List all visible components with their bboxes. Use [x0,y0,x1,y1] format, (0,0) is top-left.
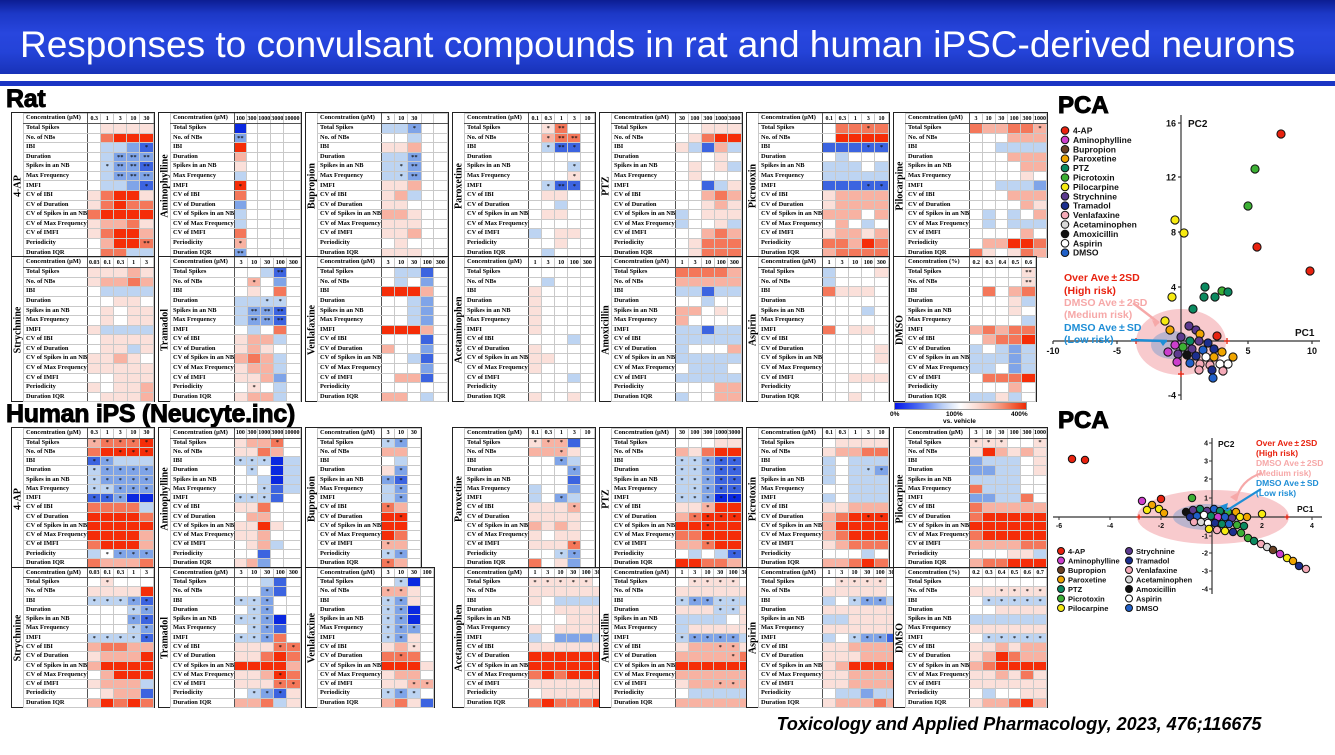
svg-text:(Low risk): (Low risk) [1256,488,1296,498]
svg-text:(Medium risk): (Medium risk) [1256,468,1311,478]
svg-text:Amoxicillin: Amoxicillin [1073,229,1118,239]
svg-text:PC1: PC1 [1297,504,1314,514]
svg-text:(High risk): (High risk) [1256,448,1298,458]
svg-text:-5: -5 [1113,346,1121,356]
svg-text:Bupropion: Bupropion [1073,144,1116,154]
svg-text:Paroxetine: Paroxetine [1068,575,1106,584]
svg-text:Pilocarpine: Pilocarpine [1073,182,1119,192]
svg-text:Aminophylline: Aminophylline [1073,135,1132,145]
svg-text:Picrotoxin: Picrotoxin [1073,173,1115,183]
svg-text:Over Ave ± 2SD: Over Ave ± 2SD [1064,272,1140,284]
svg-text:5: 5 [1245,346,1250,356]
svg-text:-6: -6 [1056,523,1062,530]
svg-text:-4: -4 [1107,523,1113,530]
svg-text:Venlafaxine: Venlafaxine [1136,566,1177,575]
svg-text:Acetaminophen: Acetaminophen [1073,220,1137,230]
svg-text:12: 12 [1166,173,1176,183]
svg-text:8: 8 [1171,228,1176,238]
svg-text:Strychnine: Strychnine [1073,191,1117,201]
svg-text:Pilocarpine: Pilocarpine [1068,604,1108,613]
svg-text:-3: -3 [1202,569,1208,576]
svg-text:PC2: PC2 [1218,439,1235,449]
svg-text:-2: -2 [1158,523,1164,530]
svg-text:Tramadol: Tramadol [1136,556,1169,565]
svg-text:DMSO: DMSO [1073,248,1099,258]
svg-text:4-AP: 4-AP [1068,547,1085,556]
svg-text:Acetaminophen: Acetaminophen [1136,575,1193,584]
svg-text:Bupropion: Bupropion [1068,566,1106,575]
svg-text:-1: -1 [1202,534,1208,541]
svg-text:Tramadol: Tramadol [1073,201,1111,211]
svg-text:PTZ: PTZ [1073,163,1089,173]
svg-text:Aspirin: Aspirin [1073,238,1102,248]
svg-text:4: 4 [1204,441,1208,448]
svg-text:DMSO Ave ± 2SD: DMSO Ave ± 2SD [1064,297,1148,309]
svg-text:Venlafaxine: Venlafaxine [1073,210,1120,220]
svg-text:4: 4 [1310,523,1314,530]
svg-text:PC2: PC2 [1188,119,1208,130]
svg-text:16: 16 [1166,119,1176,129]
svg-text:Aminophylline: Aminophylline [1068,556,1120,565]
svg-text:1: 1 [1204,496,1208,503]
svg-text:PTZ: PTZ [1068,585,1083,594]
svg-text:Aspirin: Aspirin [1136,594,1162,603]
svg-text:Amoxicillin: Amoxicillin [1136,585,1176,594]
svg-text:4-AP: 4-AP [1073,126,1093,136]
svg-text:Picrotoxin: Picrotoxin [1068,594,1105,603]
svg-text:10: 10 [1307,346,1317,356]
svg-text:3: 3 [1204,459,1208,466]
svg-text:Paroxetine: Paroxetine [1073,154,1117,164]
svg-text:DMSO: DMSO [1136,604,1159,613]
svg-text:(Medium risk): (Medium risk) [1064,309,1132,321]
svg-text:-10: -10 [1046,346,1059,356]
svg-text:DMSO Ave ± 2SD: DMSO Ave ± 2SD [1256,458,1323,468]
svg-text:-4: -4 [1168,391,1176,401]
svg-text:Over Ave ± 2SD: Over Ave ± 2SD [1256,438,1317,448]
svg-text:-2: -2 [1202,551,1208,558]
svg-text:4: 4 [1171,283,1176,293]
svg-text:DMSO Ave ± SD: DMSO Ave ± SD [1256,478,1319,488]
svg-text:PC1: PC1 [1295,328,1315,339]
svg-text:2: 2 [1204,477,1208,484]
svg-text:2: 2 [1260,523,1264,530]
svg-text:Strychnine: Strychnine [1136,547,1175,556]
svg-text:-4: -4 [1202,587,1208,594]
svg-text:(High risk): (High risk) [1064,285,1116,297]
svg-text:(Low risk): (Low risk) [1064,334,1114,346]
svg-text:DMSO Ave ± SD: DMSO Ave ± SD [1064,322,1142,334]
